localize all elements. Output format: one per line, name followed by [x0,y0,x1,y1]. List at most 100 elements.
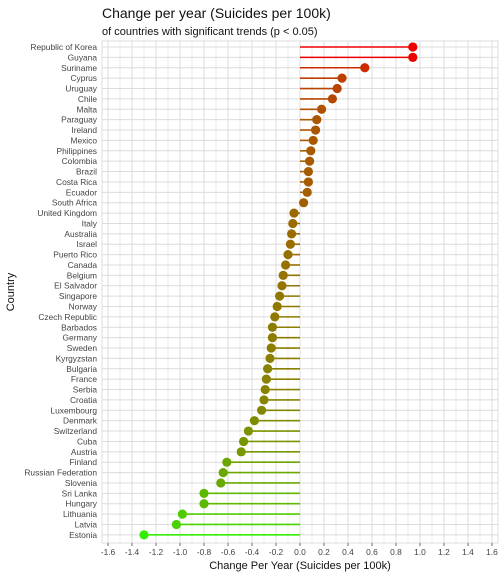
x-tick-label: 0.4 [342,547,354,557]
data-point [408,52,418,62]
x-tick-label: -1.4 [125,547,140,557]
data-point [266,343,276,353]
category-label: Colombia [62,156,98,166]
category-label: Brazil [76,167,97,177]
x-tick-label: -0.6 [221,547,236,557]
chart-title: Change per year (Suicides per 100k) [102,5,331,21]
data-point [216,478,226,488]
category-label: Belgium [67,270,97,280]
data-point [285,239,295,249]
category-label: Latvia [75,519,98,529]
y-axis-title: Country [5,272,17,311]
category-label: Ecuador [66,187,97,197]
category-label: Chile [78,94,97,104]
category-label: Hungary [65,499,97,509]
data-point [199,488,209,498]
category-label: France [71,374,97,384]
data-point [261,374,271,384]
category-label: Mexico [70,135,97,145]
data-point [408,42,418,52]
category-label: Luxembourg [50,405,97,415]
x-tick-label: -0.4 [245,547,260,557]
x-tick-label: -1.0 [173,547,188,557]
category-label: Costa Rica [56,177,97,187]
x-tick-label: 0.2 [318,547,330,557]
x-tick-label: 0.6 [366,547,378,557]
data-point [287,229,297,239]
data-point [243,426,253,436]
data-point [272,301,282,312]
chart-subtitle: of countries with significant trends (p … [102,26,318,38]
lollipop-stems [144,46,413,536]
data-point [308,135,318,146]
category-label: Philippines [56,146,97,156]
category-label: Slovenia [65,478,97,488]
category-label: Cuba [77,436,97,446]
x-tick-label: 0.0 [294,547,306,557]
category-label: Uruguay [65,84,97,94]
category-label: El Salvador [54,281,97,291]
category-label: Paraguay [61,115,98,125]
category-label: Sweden [67,343,98,353]
data-point [312,115,322,125]
data-point [199,499,209,509]
category-label: Sri Lanka [62,488,98,498]
category-label: Austria [71,447,97,457]
category-label: Croatia [70,395,97,405]
category-label: Serbia [73,385,98,395]
x-tick-label: -0.2 [269,547,284,557]
x-tick-labels: -1.6 -1.4 -1.2 -1.0 -0.8 -0.6 -0.4 -0.2 0.0 0.2 0.… [101,543,498,557]
data-point [177,509,187,519]
data-point [288,218,298,229]
x-tick-label: -0.8 [197,547,212,557]
data-point [267,322,277,332]
category-label: Finland [70,457,98,467]
category-label: Germany [63,333,98,343]
data-point [277,281,287,291]
data-point [299,198,309,208]
data-point [278,270,288,280]
data-point [360,63,370,73]
data-point [337,73,347,83]
data-point [311,125,321,135]
data-point [327,94,337,104]
category-label: Puerto Rico [53,250,97,260]
category-label: Singapore [59,291,98,301]
x-tick-label: -1.6 [101,547,116,557]
data-point [239,436,249,447]
x-tick-label: 1.4 [462,547,474,557]
category-label: Malta [77,104,98,114]
category-label: South Africa [52,198,98,208]
data-point [218,467,228,478]
data-point [171,519,181,530]
x-tick-label: 1.0 [414,547,426,557]
data-point [249,416,259,426]
data-point [317,104,327,114]
data-point [267,333,277,343]
category-label: Norway [69,302,98,312]
category-label: Canada [68,260,98,270]
data-point [281,260,291,270]
data-point [260,384,270,395]
x-tick-label: 1.6 [486,547,498,557]
data-point [303,166,313,177]
x-tick-label: -1.2 [149,547,164,557]
data-point [303,177,313,187]
category-label: Suriname [61,63,97,73]
category-label: Lithuania [63,509,97,519]
data-point [236,447,246,457]
category-label: Israel [77,239,98,249]
data-point [275,291,285,301]
category-label: Barbados [61,322,97,332]
category-label: United Kingdom [37,208,97,218]
category-label: Australia [64,229,97,239]
data-point [289,208,299,218]
lollipop-dots [139,42,418,540]
data-point [305,156,315,166]
data-point [257,405,267,415]
data-point [139,530,149,540]
category-label: Kyrgyzstan [56,353,98,363]
category-label: Guyana [68,52,98,62]
x-tick-label: 0.8 [390,547,402,557]
